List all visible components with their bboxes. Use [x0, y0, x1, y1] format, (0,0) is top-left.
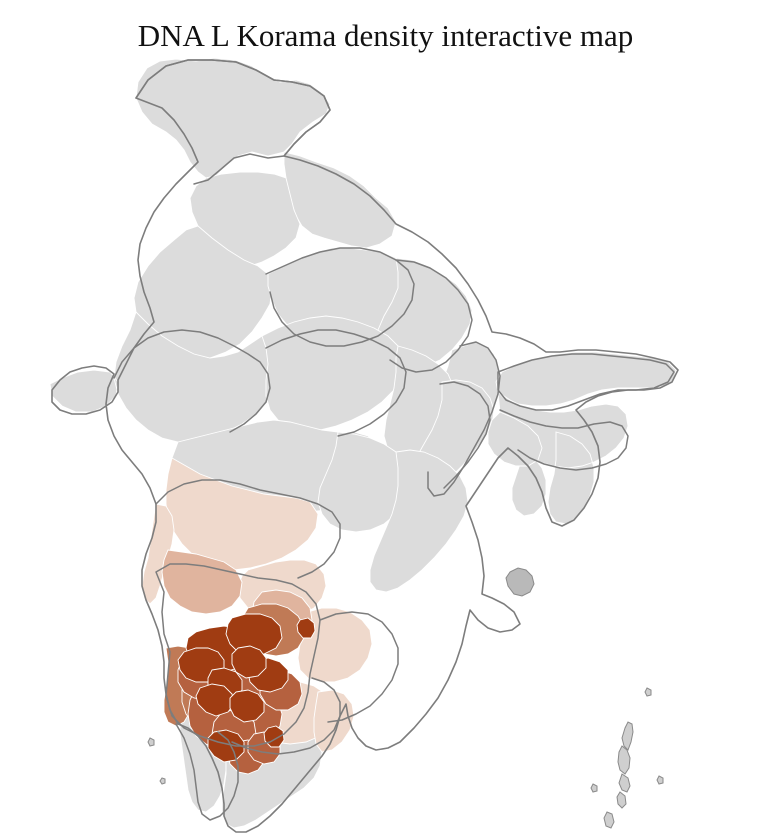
page-title: DNA L Korama density interactive map [137, 18, 634, 53]
boundary-uttar-pradesh [266, 248, 414, 346]
region-madhya-pradesh[interactable] [262, 316, 404, 430]
boundary-gujarat [114, 330, 270, 432]
base-landmass-layer [50, 58, 676, 840]
district-belgaum-belt-midlow[interactable] [162, 550, 242, 614]
district-core-mysore-top[interactable] [196, 684, 234, 716]
region-sundarbans[interactable] [506, 568, 534, 596]
islands-andaman-nicobar[interactable] [591, 688, 663, 840]
india-map-container[interactable] [0, 52, 771, 840]
boundary-karnataka [156, 564, 320, 746]
boundary-kerala [176, 724, 238, 820]
choropleth-layer [142, 458, 372, 774]
district-core-tumkur-top[interactable] [232, 646, 266, 678]
district-enclave-ap-border-top[interactable] [297, 618, 315, 638]
boundary-west-bengal [428, 342, 500, 496]
region-andhra-coastal[interactable] [370, 450, 468, 592]
national-outline-layer [52, 60, 678, 832]
coastline-india [52, 60, 678, 832]
boundary-maharashtra [156, 480, 340, 578]
boundary-assam-valley [500, 410, 628, 470]
region-meghalaya-tripura[interactable] [488, 412, 542, 466]
boundary-bihar-jharkhand [390, 260, 472, 372]
region-jammu-kashmir[interactable] [136, 58, 330, 178]
islands-lakshadweep[interactable] [148, 738, 165, 784]
boundary-madhya-pradesh [266, 330, 406, 436]
boundary-tamilnadu [232, 678, 340, 754]
boundary-andhra-telangana [320, 612, 398, 722]
region-telangana[interactable] [318, 432, 412, 532]
district-core-chitradurga-top[interactable] [226, 614, 282, 656]
india-choropleth-svg[interactable] [0, 52, 771, 840]
boundary-northeast [498, 354, 674, 410]
district-core-ramanagara-top[interactable] [230, 690, 264, 722]
region-himachal-uttarakhand[interactable] [284, 152, 396, 248]
district-rayalaseema-low[interactable] [298, 608, 372, 682]
